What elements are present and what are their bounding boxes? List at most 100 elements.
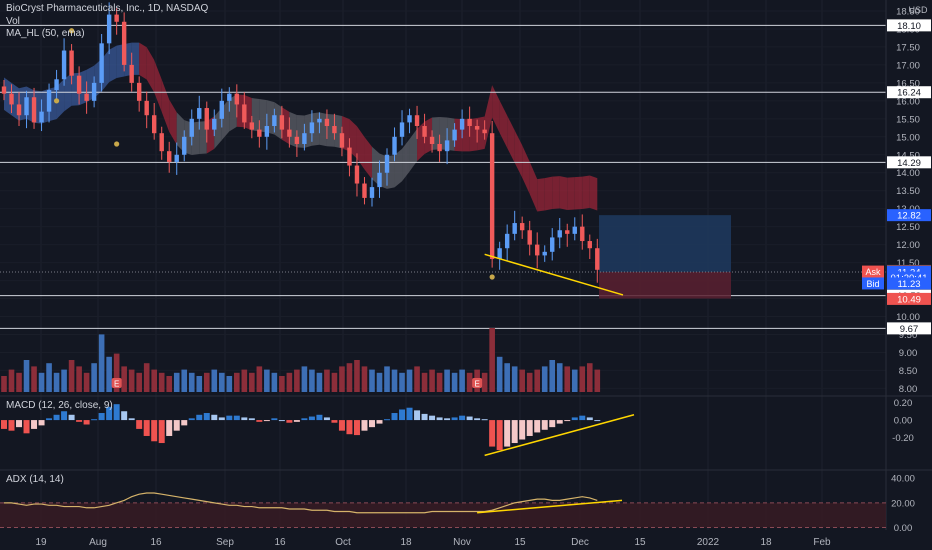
earnings-marker-box (111, 378, 122, 388)
legend-ma[interactable]: MA_HL (50, ema) (6, 28, 85, 39)
macd-histogram-bar (203, 413, 210, 421)
x-axis-label: 15 (514, 537, 526, 548)
macd-histogram-bar (346, 420, 353, 435)
macd-histogram-bar (556, 420, 563, 424)
price-axis-tick: 14.00 (896, 168, 920, 179)
x-axis-label: 2022 (697, 537, 720, 548)
level-label-box (887, 86, 931, 99)
price-badge-prefix-box (862, 277, 884, 290)
candle-body (572, 226, 577, 234)
candle-body (347, 147, 352, 166)
volume-bar (579, 366, 586, 392)
candle-body (587, 241, 592, 249)
macd-histogram-bar (511, 420, 518, 444)
price-axis-tick: 13.50 (896, 186, 920, 197)
ma-band-segment (492, 85, 500, 133)
ma-band-segment (567, 177, 575, 210)
price-axis-tick: 15.50 (896, 114, 920, 125)
level-label-box (887, 19, 931, 32)
macd-histogram-bar (263, 420, 270, 422)
macd-histogram-bar (586, 417, 593, 421)
volume-bar (511, 366, 518, 392)
macd-histogram-bar (143, 420, 150, 436)
candle-body (369, 187, 375, 198)
volume-bar (23, 360, 30, 392)
volume-bar (331, 372, 338, 392)
ma-band-segment (589, 175, 598, 211)
macd-histogram-bar (466, 416, 473, 421)
candle-body (362, 183, 367, 198)
volume-bar (264, 369, 270, 392)
volume-bar (234, 372, 240, 392)
signal-dot (489, 274, 495, 280)
macd-histogram-bar (166, 420, 173, 436)
level-label: 16.24 (897, 88, 921, 99)
candle-body (91, 82, 97, 101)
volume-bar (459, 369, 465, 392)
volume-bar (354, 360, 360, 392)
candle-body (212, 118, 217, 130)
volume-bar (549, 360, 556, 392)
ma-band-segment (146, 47, 155, 93)
price-axis-tick: 16.00 (896, 96, 920, 107)
volume-bar (556, 363, 563, 392)
candle-body (287, 129, 292, 137)
volume-bar (489, 328, 495, 392)
x-axis-label: Nov (453, 537, 471, 548)
volume-bar (16, 372, 22, 392)
volume-bar (399, 372, 405, 392)
candle-body (482, 129, 487, 134)
volume-bar (391, 369, 398, 392)
candle-body (317, 118, 322, 123)
ma-band-segment (514, 130, 523, 178)
volume-bar (421, 372, 428, 392)
ma-band-segment (109, 45, 117, 83)
candle-body (459, 118, 465, 130)
legend-volume[interactable]: Vol (6, 16, 20, 27)
volume-bar (369, 369, 375, 392)
volume-bar (8, 369, 15, 392)
macd-histogram-bar (38, 420, 45, 426)
candle-body (294, 136, 300, 144)
volume-bar (316, 372, 323, 392)
macd-histogram-bar (46, 418, 53, 421)
candle-body (272, 115, 277, 127)
candle-body (144, 100, 149, 116)
volume-bar (496, 356, 503, 392)
position-profit-zone (599, 215, 731, 272)
position-loss-zone (599, 271, 731, 299)
macd-histogram-bar (173, 420, 180, 431)
volume-bar (279, 376, 285, 392)
candle-body (76, 75, 82, 94)
macd-histogram-bar (353, 420, 360, 436)
macd-histogram-bar (83, 420, 90, 425)
volume-bar (53, 372, 60, 392)
ma-band-segment (364, 137, 372, 180)
macd-histogram-bar (571, 417, 578, 421)
volume-bar (46, 363, 52, 392)
candle-body (61, 50, 67, 80)
volume-bar (586, 363, 593, 392)
macd-histogram-bar (316, 414, 323, 421)
macd-histogram-bar (233, 415, 240, 421)
volume-bar (83, 372, 90, 392)
level-label: 18.10 (897, 21, 921, 32)
macd-histogram-bar (331, 420, 338, 423)
candle-body (242, 104, 247, 123)
volume-bar (38, 372, 45, 392)
candle-body (422, 126, 427, 137)
candle-body (152, 115, 157, 134)
x-axis-label: 16 (274, 537, 286, 548)
legend-title[interactable]: BioCryst Pharmaceuticals, Inc., 1D, NASD… (6, 3, 209, 14)
candle-body (249, 122, 255, 130)
macd-axis-tick: 0.00 (894, 416, 913, 427)
volume-bar (294, 369, 300, 392)
legend-adx[interactable]: ADX (14, 14) (6, 474, 64, 485)
candle-body (467, 118, 472, 127)
volume-bar (68, 360, 75, 392)
candle-body (332, 126, 337, 134)
macd-histogram-bar (421, 413, 428, 421)
legend-macd[interactable]: MACD (12, 26, close, 9) (6, 400, 113, 411)
x-axis-label: 15 (634, 537, 646, 548)
